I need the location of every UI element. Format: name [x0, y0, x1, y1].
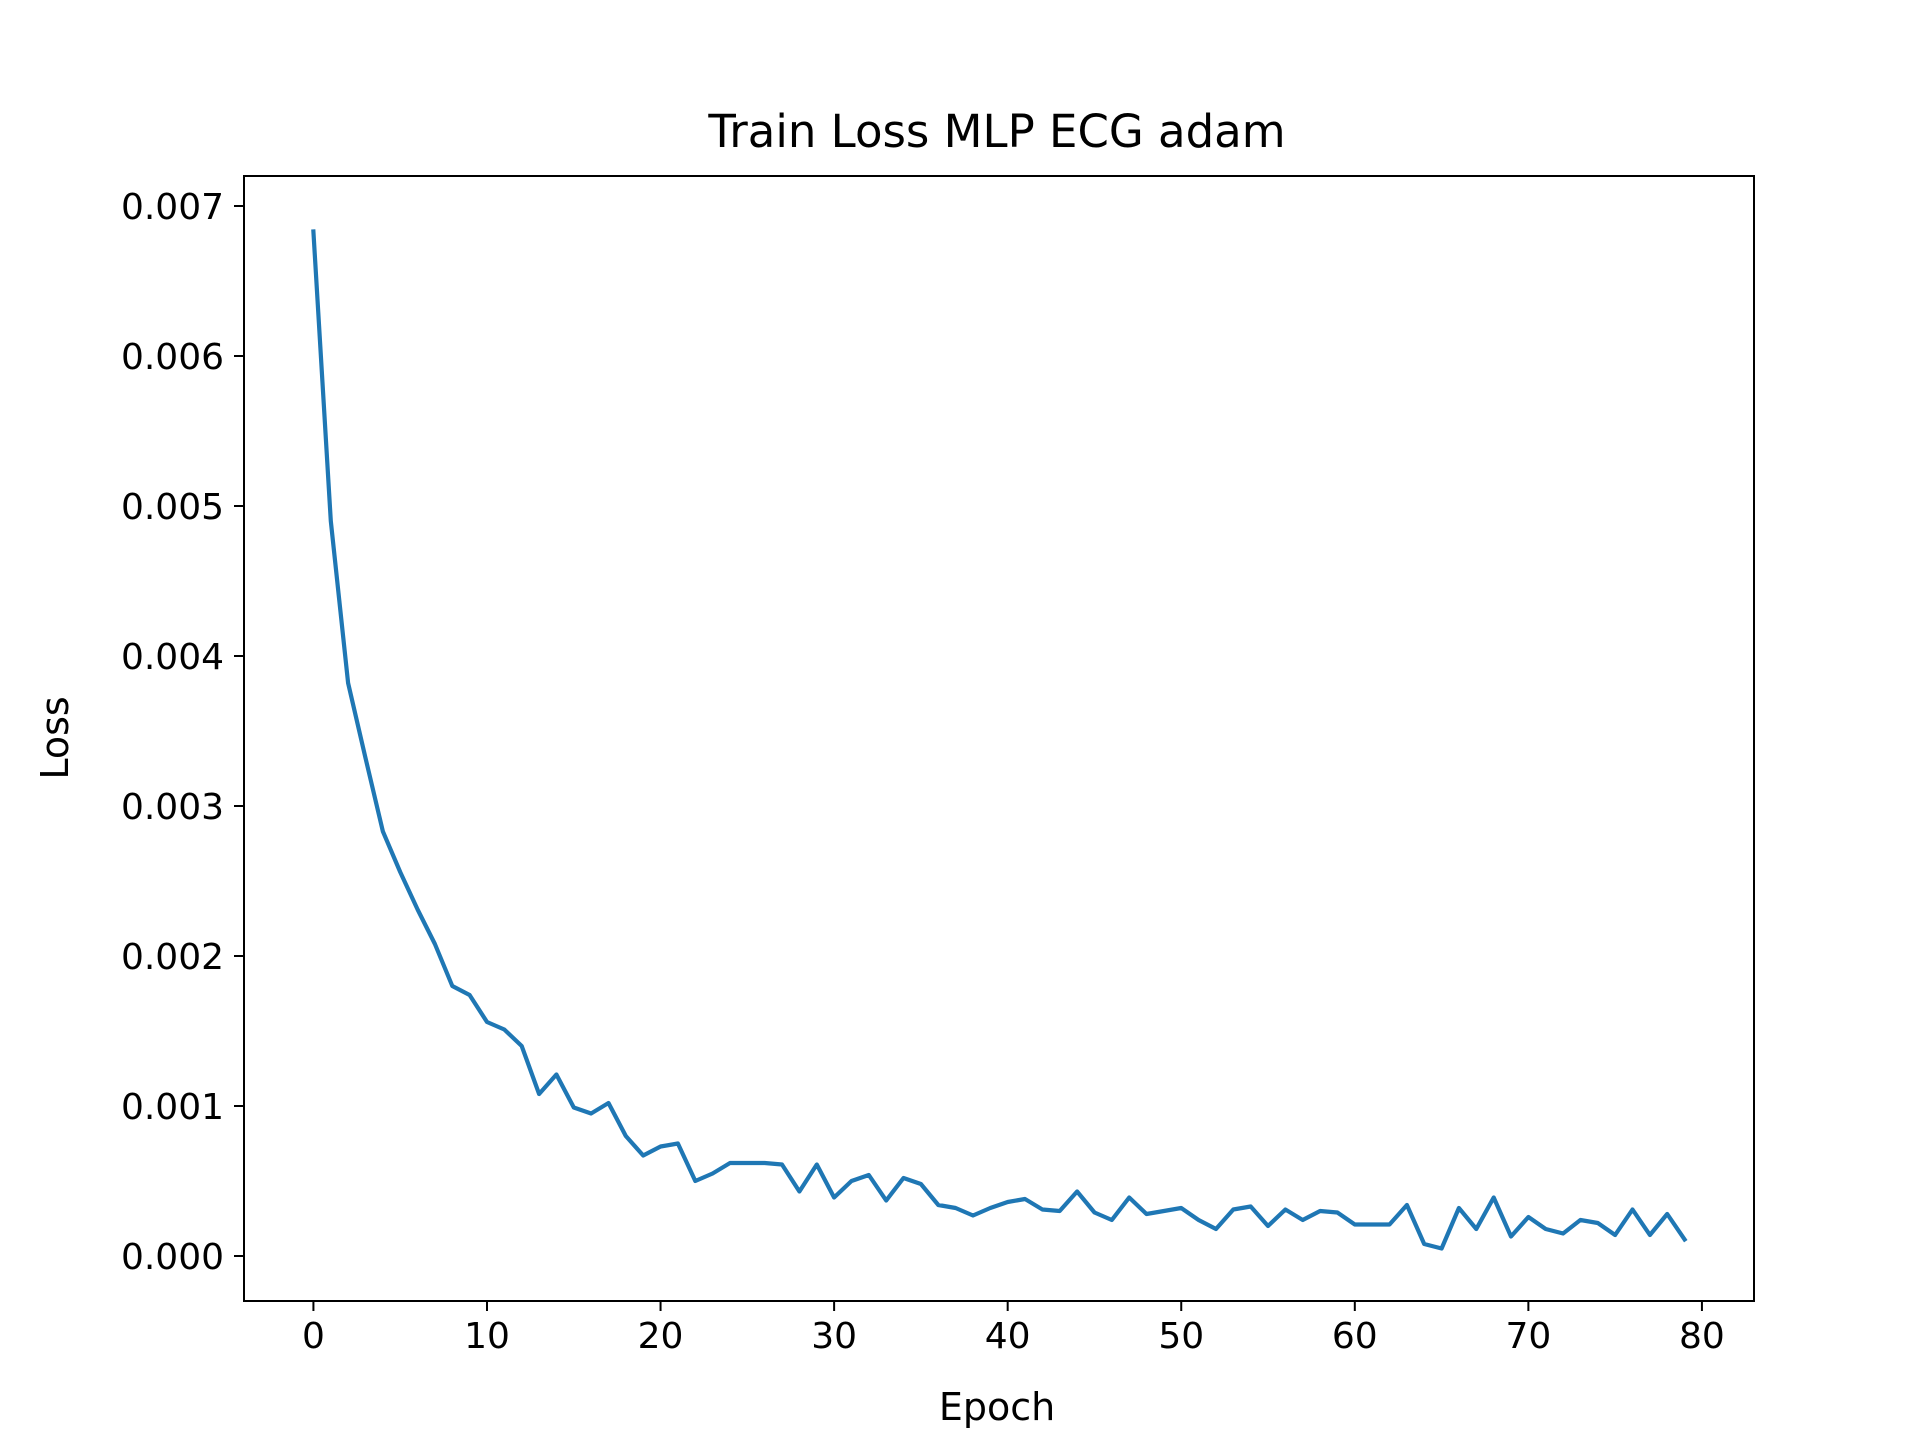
plot-area — [244, 176, 1754, 1301]
x-tick-label: 80 — [1679, 1316, 1725, 1357]
series-layer — [311, 229, 1688, 1251]
x-axis: 0 10 20 30 40 50 60 70 80 — [302, 1301, 1725, 1357]
y-tick-label: 0.006 — [121, 337, 224, 378]
x-tick-label: 10 — [464, 1316, 510, 1357]
x-axis-label: Epoch — [939, 1385, 1055, 1429]
x-tick-label: 60 — [1332, 1316, 1378, 1357]
x-tick-label: 50 — [1158, 1316, 1204, 1357]
x-tick-label: 40 — [985, 1316, 1031, 1357]
x-tick-label: 70 — [1505, 1316, 1551, 1357]
y-tick-label: 0.002 — [121, 937, 224, 978]
x-tick-label: 30 — [811, 1316, 857, 1357]
y-tick-label: 0.004 — [121, 637, 224, 678]
y-tick-label: 0.001 — [121, 1087, 224, 1128]
y-tick-label: 0.003 — [121, 787, 224, 828]
y-axis-label: Loss — [33, 696, 77, 779]
chart-title: Train Loss MLP ECG adam — [707, 105, 1285, 158]
train-loss-line — [311, 229, 1688, 1251]
x-tick-label: 20 — [638, 1316, 684, 1357]
y-axis: 0.000 0.001 0.002 0.003 0.004 0.005 0.006 0.007 — [121, 187, 244, 1278]
y-tick-label: 0.007 — [121, 187, 224, 228]
x-tick-label: 0 — [302, 1316, 325, 1357]
y-tick-label: 0.005 — [121, 487, 224, 528]
y-tick-label: 0.000 — [121, 1237, 224, 1278]
plot-frame — [243, 175, 1755, 1302]
